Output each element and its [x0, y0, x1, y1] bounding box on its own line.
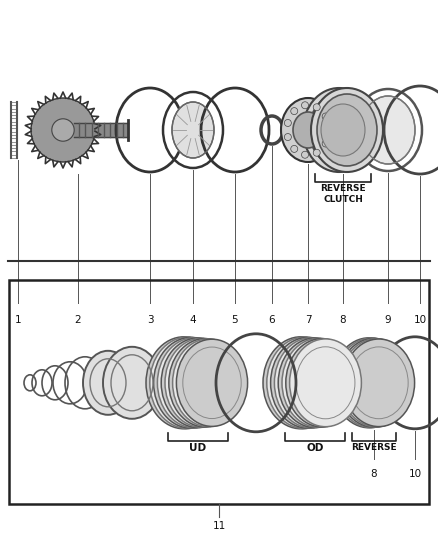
Ellipse shape — [150, 337, 225, 429]
Ellipse shape — [340, 338, 413, 427]
Circle shape — [325, 126, 332, 133]
Text: 6: 6 — [268, 315, 276, 325]
Ellipse shape — [290, 339, 361, 427]
Text: REVERSE: REVERSE — [320, 184, 366, 193]
Ellipse shape — [303, 88, 375, 172]
Ellipse shape — [311, 88, 383, 172]
Text: 4: 4 — [190, 315, 196, 325]
Circle shape — [284, 119, 291, 126]
Circle shape — [301, 102, 308, 109]
Ellipse shape — [286, 338, 358, 427]
Ellipse shape — [172, 102, 214, 158]
Ellipse shape — [321, 104, 365, 156]
Circle shape — [31, 98, 95, 162]
Circle shape — [291, 146, 298, 152]
Ellipse shape — [103, 347, 161, 419]
Text: 5: 5 — [232, 315, 238, 325]
Text: 2: 2 — [75, 315, 81, 325]
Circle shape — [322, 113, 329, 120]
Circle shape — [301, 151, 308, 158]
Ellipse shape — [177, 339, 247, 426]
Ellipse shape — [282, 338, 355, 427]
Ellipse shape — [263, 337, 339, 429]
Ellipse shape — [161, 338, 235, 427]
Ellipse shape — [157, 338, 232, 428]
Text: 8: 8 — [340, 315, 346, 325]
Text: 3: 3 — [147, 315, 153, 325]
Circle shape — [313, 104, 320, 111]
Text: 8: 8 — [371, 469, 377, 479]
Ellipse shape — [154, 337, 228, 428]
Ellipse shape — [281, 98, 335, 162]
Circle shape — [322, 140, 329, 147]
Ellipse shape — [332, 338, 406, 428]
Ellipse shape — [293, 112, 323, 148]
Ellipse shape — [317, 94, 377, 166]
Ellipse shape — [165, 338, 238, 427]
Text: 1: 1 — [15, 315, 21, 325]
Circle shape — [52, 119, 74, 141]
Ellipse shape — [271, 337, 346, 428]
Ellipse shape — [146, 337, 222, 429]
Ellipse shape — [169, 338, 241, 427]
Text: 10: 10 — [413, 315, 427, 325]
Text: 9: 9 — [385, 315, 391, 325]
Ellipse shape — [173, 339, 244, 427]
Text: 7: 7 — [305, 315, 311, 325]
Ellipse shape — [343, 339, 415, 426]
Text: UD: UD — [190, 443, 207, 453]
Ellipse shape — [83, 351, 133, 415]
Circle shape — [291, 108, 298, 115]
Bar — [9, 280, 429, 504]
Ellipse shape — [338, 338, 410, 427]
Ellipse shape — [335, 338, 408, 427]
Ellipse shape — [274, 338, 349, 428]
Ellipse shape — [267, 337, 342, 429]
Text: CLUTCH: CLUTCH — [323, 195, 363, 204]
Ellipse shape — [278, 338, 352, 427]
Ellipse shape — [361, 96, 415, 164]
Text: 10: 10 — [409, 469, 421, 479]
Text: 11: 11 — [212, 521, 226, 531]
Text: OD: OD — [306, 443, 324, 453]
Circle shape — [313, 149, 320, 156]
Circle shape — [284, 134, 291, 141]
Ellipse shape — [309, 94, 369, 166]
Text: REVERSE: REVERSE — [351, 443, 397, 452]
